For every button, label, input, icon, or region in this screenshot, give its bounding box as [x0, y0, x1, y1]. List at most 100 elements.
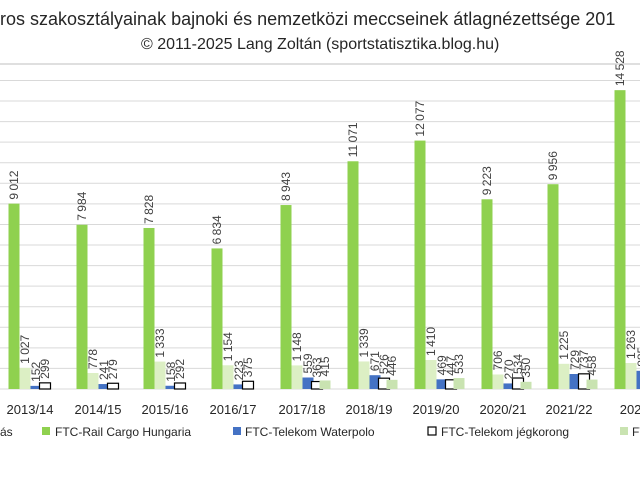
data-label: 1 263 — [624, 330, 638, 359]
bar — [625, 363, 637, 389]
data-label: 533 — [452, 354, 466, 374]
data-label: 458 — [585, 355, 599, 375]
bar — [614, 90, 626, 390]
bar — [369, 375, 381, 389]
data-label: 737 — [577, 349, 591, 369]
data-label: 559 — [301, 353, 315, 373]
bar — [436, 379, 448, 389]
bar — [414, 140, 426, 389]
bar — [386, 379, 398, 389]
data-label: 1 225 — [557, 330, 571, 359]
data-label: 1 027 — [18, 334, 32, 363]
legend-label: FTC-Telekom Waterpolo — [245, 425, 375, 439]
bar — [503, 383, 515, 389]
legend-label: ás — [0, 425, 13, 439]
bar — [38, 382, 52, 390]
x-tick-label: 2015/16 — [142, 402, 189, 417]
bar — [453, 378, 465, 389]
data-label: 534 — [511, 354, 525, 374]
data-label: 7 984 — [75, 191, 89, 220]
data-label: 152 — [29, 362, 43, 382]
bar — [143, 227, 155, 389]
bar — [358, 361, 370, 389]
bar — [154, 361, 166, 389]
bar — [558, 363, 570, 389]
data-label: 1 339 — [357, 328, 371, 357]
bar — [30, 385, 42, 389]
legend-label: FTC-Rail Cargo Hungaria — [55, 425, 191, 439]
data-label: 6 834 — [210, 215, 224, 244]
data-label: 526 — [377, 354, 391, 374]
data-label: 1 148 — [290, 332, 304, 361]
data-label: 9 223 — [480, 166, 494, 195]
data-label: 375 — [241, 357, 255, 377]
legend: ás FTC-Rail Cargo Hungaria FTC-Telekom Wat… — [0, 425, 640, 439]
data-label: 885 — [635, 346, 640, 366]
x-tick-label: 2016/17 — [210, 402, 257, 417]
x-tick-label: 2021/22 — [546, 402, 593, 417]
x-tick-label: 2022/ — [620, 402, 640, 417]
x-tick-label: 2013/14 — [7, 402, 54, 417]
x-tick-label: 2018/19 — [346, 402, 393, 417]
bar — [319, 380, 331, 389]
bar — [520, 381, 532, 389]
data-label: 292 — [173, 359, 187, 379]
bar — [636, 370, 640, 389]
data-label: 14 528 — [613, 50, 627, 86]
data-label: 447 — [444, 355, 458, 375]
bar — [98, 384, 110, 389]
data-label: 1 410 — [424, 327, 438, 356]
bar — [19, 367, 31, 389]
data-label: 158 — [164, 361, 178, 381]
data-label: 9 956 — [546, 151, 560, 180]
gridlines — [0, 63, 640, 390]
data-label: 8 943 — [279, 172, 293, 201]
legend-label: FT — [632, 425, 640, 439]
bar — [222, 365, 234, 389]
x-tick-label: 2020/21 — [480, 402, 527, 417]
legend-marker — [620, 427, 628, 435]
bar — [87, 372, 99, 389]
data-label: 415 — [318, 356, 332, 376]
bar — [425, 359, 437, 389]
data-label: 469 — [435, 355, 449, 375]
bar — [492, 374, 504, 389]
bar — [547, 184, 559, 389]
data-label: 778 — [86, 349, 100, 369]
data-label: 299 — [38, 359, 52, 379]
bar — [165, 385, 177, 389]
legend-marker — [42, 427, 50, 435]
data-label: 279 — [106, 359, 120, 379]
bars — [8, 90, 640, 390]
bar — [8, 203, 20, 389]
bar — [241, 380, 255, 390]
bar — [347, 161, 359, 389]
data-label: 7 828 — [142, 195, 156, 224]
bar — [569, 374, 581, 389]
data-label: 241 — [97, 360, 111, 380]
x-tick-label: 2019/20 — [413, 402, 460, 417]
bar — [106, 382, 120, 390]
data-label: 671 — [368, 351, 382, 371]
chart-subtitle: © 2011-2025 Lang Zoltán (sportstatisztik… — [141, 36, 500, 53]
bar — [173, 382, 187, 390]
bar — [233, 384, 245, 389]
data-label: 11 071 — [346, 122, 360, 157]
legend-marker — [233, 427, 241, 435]
bar — [586, 379, 598, 389]
data-label: 1 154 — [221, 332, 235, 361]
bar — [76, 224, 88, 389]
data-labels: 9 012 7 984 7 828 6 834 8 943 11 071 12 077 9 2… — [7, 50, 640, 382]
data-label: 12 077 — [413, 100, 427, 136]
data-label: 706 — [491, 350, 505, 370]
bar — [291, 365, 303, 389]
bar — [211, 248, 223, 389]
data-label: 729 — [568, 350, 582, 370]
bar — [302, 377, 314, 389]
data-label: 363 — [310, 357, 324, 377]
legend-label: FTC-Telekom jégkorong — [441, 425, 569, 439]
data-label: 350 — [519, 357, 533, 377]
data-label: 223 — [232, 360, 246, 380]
legend-marker — [427, 426, 437, 436]
